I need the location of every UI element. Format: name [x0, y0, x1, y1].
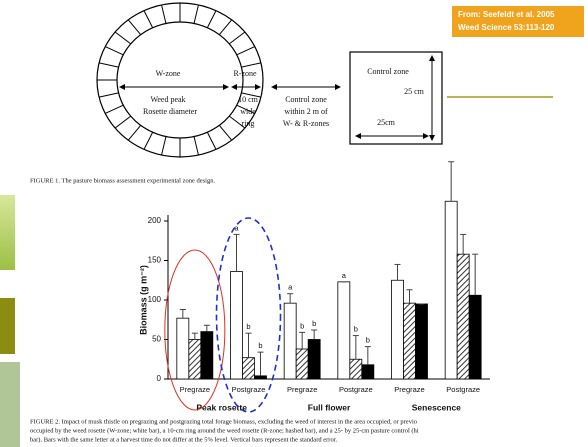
spoke [128, 125, 140, 140]
spoke [162, 137, 166, 156]
spoke [237, 47, 255, 55]
bar [308, 340, 320, 380]
bar [416, 304, 428, 379]
bar [469, 295, 481, 379]
spoke [144, 11, 153, 28]
spoke [219, 125, 231, 140]
diagram-label: W-zone [156, 69, 181, 78]
group-label: Senescence [412, 402, 461, 412]
significance-letter: b [312, 319, 316, 328]
significance-letter: b [258, 341, 262, 350]
diagram-label: Rosette diameter [143, 107, 197, 116]
y-tick-label: 150 [148, 256, 162, 265]
significance-letter: b [366, 336, 370, 345]
spoke [105, 47, 123, 55]
bar [243, 358, 255, 379]
x-tick-label: Postgraze [446, 385, 480, 394]
bar [392, 280, 404, 379]
x-tick-label: Pregraze [394, 385, 424, 394]
caption: occupied by the weed rosette (W-zone; wh… [30, 427, 419, 434]
diagram-label: W- & R-zones [283, 119, 329, 128]
slide: From: Seefeldt et al. 2005 Weed Science … [0, 0, 588, 447]
source-text: From: Seefeldt et al. 2005 [458, 10, 555, 19]
y-tick-label: 50 [152, 335, 161, 344]
spoke [105, 105, 123, 113]
significance-letter: a [288, 283, 293, 292]
source-text: Weed Science 53:113-120 [458, 23, 555, 32]
group-label: Peak rosette [196, 402, 247, 412]
group-label: Full flower [308, 402, 351, 412]
spoke [144, 132, 153, 149]
diagram-label: Control zone [367, 67, 409, 76]
spoke [219, 20, 231, 35]
bar [338, 282, 350, 379]
bar [445, 201, 457, 379]
diagram-label: R-zone [233, 69, 257, 78]
bar [231, 272, 243, 379]
caption: FIGURE 1. The pasture biomass assessment… [30, 177, 215, 184]
significance-letter: b [246, 322, 250, 331]
diagram-label: within 2 m of [284, 107, 328, 116]
bar [255, 376, 267, 379]
spoke [162, 5, 166, 24]
bar [350, 359, 362, 379]
diagram-label: ring [242, 119, 255, 128]
decoration [0, 298, 15, 354]
significance-letter: a [342, 271, 347, 280]
x-tick-label: Postgraze [339, 385, 373, 394]
spoke [128, 20, 140, 35]
bar [362, 365, 374, 379]
spoke [207, 132, 216, 149]
bar [177, 318, 189, 379]
spoke [115, 116, 131, 128]
significance-letter: b [354, 325, 358, 334]
bar [404, 303, 416, 379]
decoration [0, 362, 20, 447]
diagram-label: Control zone [285, 95, 327, 104]
y-tick-label: 200 [148, 216, 162, 225]
caption: bar). Bars with the same letter at a har… [30, 436, 338, 443]
bar [189, 340, 201, 380]
spoke [241, 63, 260, 67]
significance-letter: b [300, 321, 304, 330]
spoke [207, 11, 216, 28]
diagram-label: 10 cm [238, 95, 259, 104]
highlight-ellipse [217, 218, 281, 412]
caption: FIGURE 2. Impact of musk thistle on preg… [30, 418, 417, 425]
diagram-label: wide [240, 107, 256, 116]
bar [201, 332, 213, 379]
bar [457, 254, 469, 379]
x-tick-label: Postgraze [232, 385, 266, 394]
zone-diagram [97, 3, 442, 157]
spoke [115, 32, 131, 44]
diagram-label: 25 cm [404, 87, 425, 96]
decoration [0, 195, 15, 270]
y-tick-label: 0 [157, 374, 162, 383]
diagram-label: Weed peak [150, 95, 185, 104]
x-tick-label: Pregraze [287, 385, 317, 394]
bar [284, 303, 296, 379]
x-tick-label: Pregraze [180, 385, 210, 394]
spoke [229, 32, 245, 44]
diagram-label: 25cm [377, 118, 396, 127]
y-tick-label: 100 [148, 295, 162, 304]
page: {"source": ["From: Seefeldt et al. 2005"… [0, 0, 588, 447]
spoke [194, 5, 198, 24]
bar [296, 349, 308, 379]
spoke [99, 93, 118, 97]
spoke [99, 63, 118, 67]
spoke [194, 137, 198, 156]
